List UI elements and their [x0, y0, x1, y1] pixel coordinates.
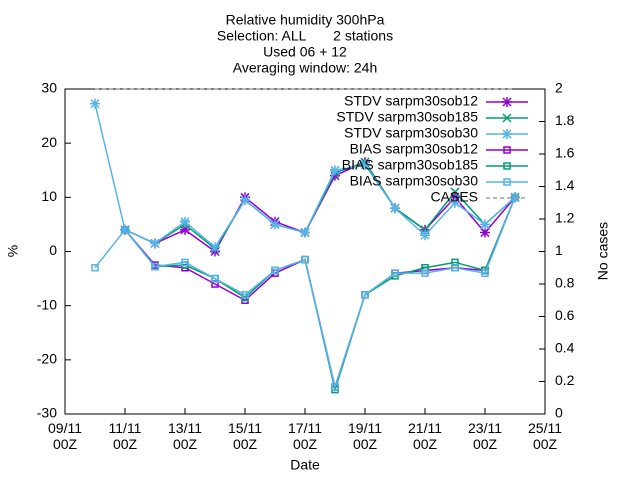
y2-tick-label: 0.8 — [555, 275, 575, 291]
chart-title: Selection: ALL 2 stations — [217, 28, 393, 44]
y2-tick-label: 0.2 — [555, 372, 575, 388]
point — [90, 98, 100, 109]
x-tick-label: 25/11 00Z — [528, 420, 562, 452]
chart-title: Relative humidity 300hPa — [226, 12, 385, 28]
point — [420, 230, 430, 241]
point — [330, 165, 340, 176]
point — [211, 274, 219, 283]
legend-label: BIAS sarpm30sob30 — [350, 173, 479, 189]
chart-title: Averaging window: 24h — [233, 60, 378, 76]
point — [330, 170, 340, 181]
legend-marker — [502, 113, 512, 123]
y2-tick-label: 1 — [555, 242, 563, 258]
point — [361, 291, 369, 299]
point — [181, 258, 189, 267]
point — [121, 226, 129, 234]
x-tick-label: 17/11 00Z — [288, 420, 322, 452]
point — [300, 227, 310, 238]
point — [390, 203, 400, 214]
point — [180, 216, 190, 227]
legend-marker — [503, 178, 511, 186]
point — [360, 159, 370, 170]
x-tick-label: 11/11 00Z — [108, 420, 142, 452]
legend-marker — [503, 146, 511, 154]
y-tick-label: 0 — [49, 242, 57, 258]
x-axis-label: Date — [290, 457, 320, 473]
chart-title: Used 06 + 12 — [263, 44, 347, 60]
legend-label: STDV sarpm30sob30 — [344, 125, 478, 141]
point — [480, 227, 490, 238]
point — [180, 224, 190, 235]
legend-label: STDV sarpm30sob12 — [344, 93, 478, 109]
legend-label: BIAS sarpm30sob12 — [350, 141, 479, 157]
point — [240, 195, 250, 206]
y2-tick-label: 1.6 — [555, 145, 575, 161]
y2-tick-label: 1.8 — [555, 112, 575, 128]
y2-tick-label: 0.6 — [555, 307, 575, 323]
point — [480, 219, 490, 230]
legend-label: STDV sarpm30sob185 — [336, 109, 478, 125]
y2-tick-label: 1.4 — [555, 177, 575, 193]
point — [421, 269, 429, 277]
y-tick-label: 20 — [41, 134, 57, 150]
series-line — [94, 197, 516, 390]
y-tick-label: -10 — [37, 296, 57, 312]
point — [241, 291, 249, 299]
legend-label: CASES — [431, 189, 478, 205]
point — [301, 255, 309, 264]
point — [331, 383, 339, 391]
y2-axis-label: No cases — [595, 222, 611, 280]
point — [450, 197, 460, 208]
x-tick-label: 23/11 00Z — [468, 420, 502, 452]
y2-tick-label: 1.2 — [555, 210, 575, 226]
point — [451, 264, 459, 272]
x-tick-label: 19/11 00Z — [348, 420, 382, 452]
legend-marker — [503, 162, 511, 170]
y2-tick-label: 0.4 — [555, 340, 575, 356]
x-tick-label: 13/11 00Z — [168, 420, 202, 452]
point — [450, 187, 460, 197]
x-tick-label: 09/11 00Z — [48, 420, 82, 452]
y-tick-label: 10 — [41, 188, 57, 204]
legend-marker — [502, 97, 512, 107]
point — [150, 238, 160, 249]
point — [450, 192, 460, 203]
legend-marker — [502, 129, 512, 139]
point — [91, 264, 99, 272]
y-tick-label: -30 — [37, 405, 57, 421]
point — [481, 269, 489, 277]
y-tick-label: -20 — [37, 351, 57, 367]
y2-tick-label: 0 — [555, 405, 563, 421]
point — [270, 219, 280, 230]
x-tick-label: 15/11 00Z — [228, 420, 262, 452]
y2-tick-label: 2 — [555, 80, 563, 96]
x-tick-label: 21/11 00Z — [408, 420, 442, 452]
y-tick-label: 30 — [41, 80, 57, 96]
point — [210, 242, 220, 253]
legend-label: BIAS sarpm30sob185 — [342, 157, 478, 173]
y-axis-label: % — [5, 245, 21, 257]
point — [151, 262, 159, 271]
point — [391, 269, 399, 277]
point — [271, 266, 279, 275]
